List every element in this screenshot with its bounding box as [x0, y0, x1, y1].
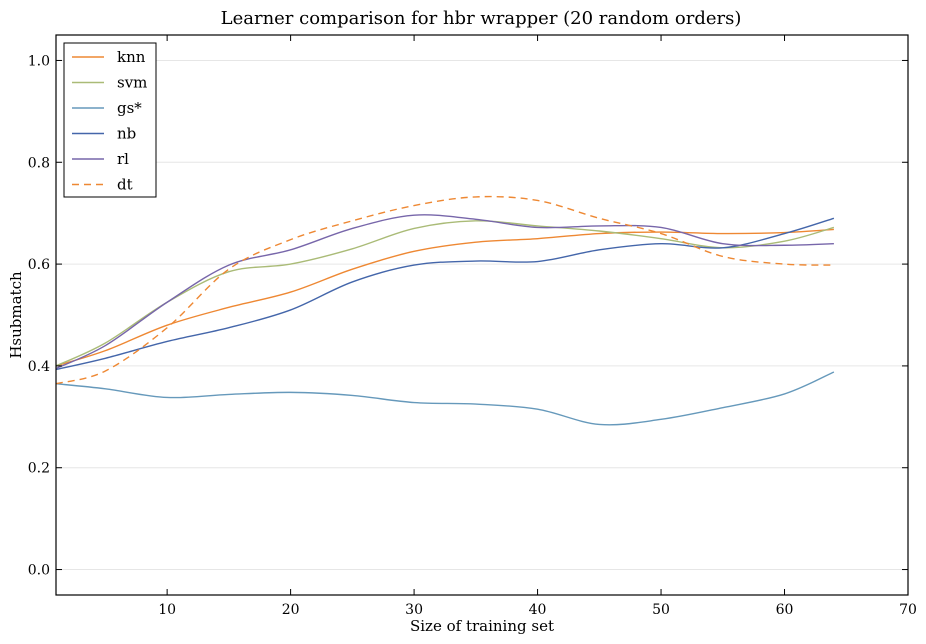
y-tick-label: 1.0: [28, 53, 50, 69]
x-tick-label: 60: [776, 602, 794, 618]
y-tick-label: 0.2: [28, 461, 50, 477]
x-tick-label: 10: [158, 602, 176, 618]
x-tick-label: 20: [282, 602, 300, 618]
chart-title: Learner comparison for hbr wrapper (20 r…: [221, 8, 742, 29]
axis-ticks: 0.0 0.2 0.4 0.6 0.8 1.0 10 20 30 40 50 60 70: [28, 35, 917, 618]
y-tick-label: 0.0: [28, 563, 50, 579]
legend-label: gs*: [117, 99, 142, 117]
grid-lines: [56, 59, 908, 571]
series-lines: [55, 195, 835, 426]
series-line-rl: [55, 214, 834, 370]
y-tick-label: 0.8: [28, 155, 50, 171]
x-tick-label: 40: [529, 602, 547, 618]
legend-label: rl: [117, 150, 129, 168]
series-line-gs: [55, 371, 835, 426]
legend-label: dt: [117, 176, 133, 194]
x-axis-label: Size of training set: [410, 617, 554, 635]
x-tick-label: 50: [652, 602, 670, 618]
legend-label: knn: [117, 48, 146, 66]
y-tick-label: 0.6: [28, 257, 50, 273]
series-line-nb: [55, 217, 835, 371]
y-axis-label: Hsubmatch: [7, 271, 25, 359]
y-tick-label: 0.4: [28, 359, 50, 375]
legend-label: svm: [117, 74, 147, 92]
legend-box: [63, 42, 157, 198]
series-line-dt: [55, 195, 834, 385]
legend: knn svm gs* nb rl dt: [63, 42, 157, 198]
series-line-knn: [55, 228, 834, 367]
x-tick-label: 70: [899, 602, 917, 618]
x-tick-label: 30: [405, 602, 423, 618]
legend-label: nb: [117, 125, 136, 143]
plot-frame: [55, 34, 909, 596]
